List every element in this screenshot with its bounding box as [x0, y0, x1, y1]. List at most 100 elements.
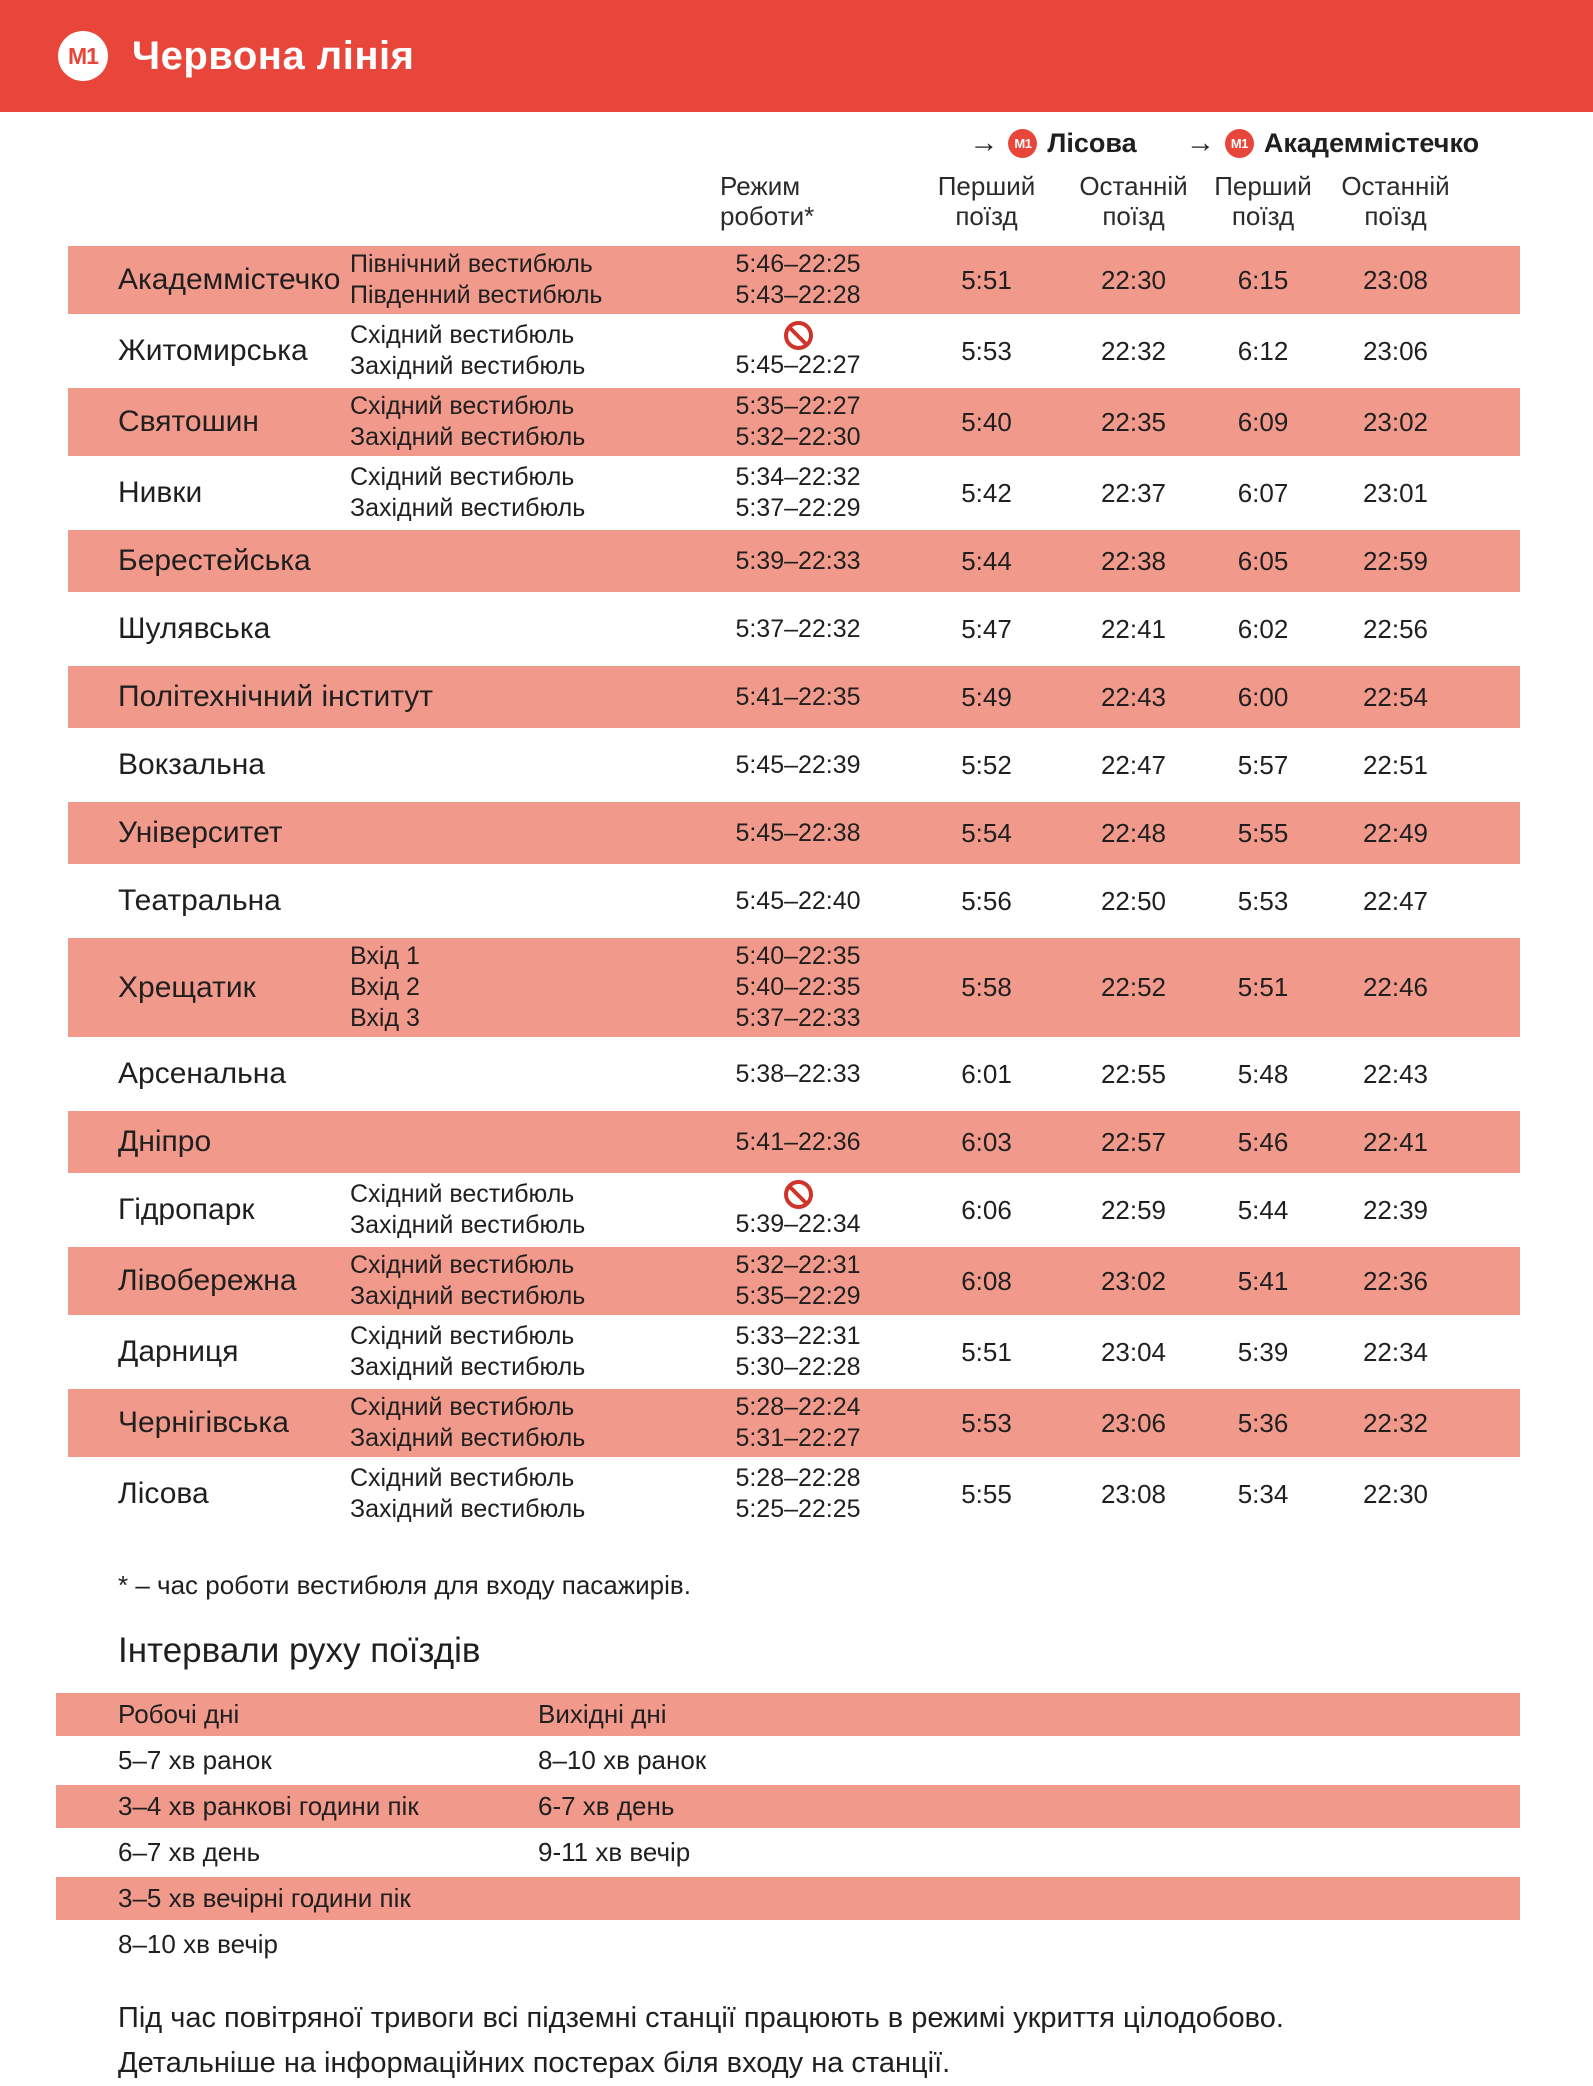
- last-train-to-lisova: 22:48: [1100, 817, 1167, 848]
- last-train-to-lisova: 23:06: [1100, 1407, 1167, 1438]
- station-row: Університет 5:45–22:38 5:54 22:48 5:55 22:49: [68, 799, 1520, 867]
- last-train-to-akademmistechko: 22:39: [1362, 1194, 1429, 1225]
- station-row: Арсенальна 5:38–22:33 6:01 22:55 5:48 22:43: [68, 1040, 1520, 1108]
- first-train-to-akademmistechko: 6:09: [1237, 406, 1289, 437]
- working-hours-list: 5:37–22:32: [690, 611, 906, 648]
- vestibule-hours: 5:25–22:25: [735, 1495, 861, 1523]
- intervals-table: Робочі дні Вихідні дні 5–7 хв ранок 8–10 хв…: [0, 1693, 1593, 1966]
- last-train-to-akademmistechko: 22:41: [1362, 1126, 1429, 1157]
- station-name: Лісова: [118, 1477, 209, 1510]
- vestibule-list: [350, 626, 690, 632]
- interval-weekday: 3–5 хв вечірні години пік: [118, 1883, 411, 1913]
- interval-row: 3–5 хв вечірні години пік: [56, 1877, 1520, 1920]
- first-train-to-lisova: 6:03: [961, 1126, 1012, 1157]
- vestibule-hours: 5:32–22:31: [735, 1251, 861, 1279]
- column-header-first-train: Перший поїзд: [1214, 171, 1312, 231]
- first-train-to-akademmistechko: 5:51: [1237, 972, 1289, 1002]
- first-train-to-lisova: 5:55: [961, 1478, 1012, 1509]
- no-entry-icon: [783, 321, 813, 350]
- last-train-to-lisova: 22:50: [1100, 885, 1167, 916]
- last-train-to-akademmistechko: 22:54: [1362, 681, 1429, 712]
- vestibule-list: [350, 1071, 690, 1077]
- vestibule-label: Східний вестибюль: [350, 1251, 575, 1279]
- vestibule-hours: 5:35–22:29: [735, 1282, 861, 1310]
- vestibule-hours: 5:45–22:40: [735, 886, 861, 915]
- first-train-to-lisova: 5:40: [961, 406, 1012, 437]
- working-hours-list: 5:45–22:39: [690, 747, 906, 784]
- column-header-last-train: Останній поїзд: [1079, 171, 1188, 231]
- station-row: Лісова Східний вестибюль Західний вестибюл…: [68, 1460, 1520, 1528]
- column-header-regime: Режим роботи*: [720, 171, 815, 231]
- vestibule-list: Східний вестибюль Західний вестибюль: [350, 388, 690, 456]
- no-entry-icon: [783, 1180, 813, 1209]
- last-train-to-akademmistechko: 23:02: [1362, 406, 1429, 437]
- vestibule-hours: 5:40–22:35: [735, 973, 861, 1001]
- station-name: Вокзальна: [118, 748, 265, 781]
- last-train-to-akademmistechko: 22:51: [1362, 749, 1429, 780]
- station-row: Вокзальна 5:45–22:39 5:52 22:47 5:57 22:51: [68, 731, 1520, 799]
- vestibule-label: Південний вестибюль: [350, 281, 603, 309]
- vestibule-label: Західний вестибюль: [350, 352, 586, 380]
- station-row: Чернігівська Східний вестибюль Західний ве…: [68, 1386, 1520, 1460]
- first-train-to-lisova: 5:47: [961, 613, 1012, 644]
- vestibule-label: Східний вестибюль: [350, 1393, 575, 1421]
- last-train-to-lisova: 23:02: [1100, 1265, 1167, 1296]
- last-train-to-akademmistechko: 22:59: [1362, 545, 1429, 576]
- first-train-to-lisova: 6:08: [961, 1265, 1012, 1296]
- first-train-to-lisova: 5:53: [961, 1407, 1012, 1438]
- vestibule-list: Східний вестибюль Західний вестибюль: [350, 1247, 690, 1315]
- station-row: Академмістечко Північний вестибюль Південн…: [68, 243, 1520, 317]
- m1-badge-icon: М1: [1008, 129, 1038, 158]
- station-name: Театральна: [118, 884, 281, 917]
- vestibule-label: Західний вестибюль: [350, 1424, 586, 1452]
- vestibule-label: Західний вестибюль: [350, 1282, 586, 1310]
- vestibule-label: Північний вестибюль: [350, 250, 593, 278]
- vestibule-hours: 5:31–22:27: [735, 1424, 861, 1452]
- interval-row: 3–4 хв ранкові години пік 6-7 хв день: [56, 1785, 1520, 1828]
- last-train-to-akademmistechko: 23:01: [1362, 477, 1429, 508]
- last-train-to-akademmistechko: 22:30: [1362, 1478, 1429, 1509]
- first-train-to-akademmistechko: 6:12: [1237, 335, 1289, 366]
- station-name: Житомирська: [118, 334, 308, 367]
- station-name: Лівобережна: [118, 1264, 297, 1297]
- vestibule-list: [350, 830, 690, 836]
- line-header: М1 Червона лінія: [0, 0, 1593, 112]
- station-name: Нивки: [118, 476, 203, 509]
- interval-row: 6–7 хв день 9-11 хв вечір: [56, 1831, 1520, 1874]
- direction-header-akademmistechko: → М1 Академмістечко: [1186, 128, 1479, 159]
- arrow-right-icon: →: [1185, 127, 1215, 159]
- working-hours-list: 5:45–22:40: [690, 883, 906, 920]
- last-train-to-lisova: 22:55: [1100, 1058, 1167, 1089]
- working-hours-list: 5:45–22:38: [690, 815, 906, 852]
- first-train-to-lisova: 5:42: [961, 477, 1012, 508]
- first-train-to-akademmistechko: 5:41: [1237, 1265, 1289, 1296]
- footnote: * – час роботи вестибюля для входу пасаж…: [118, 1570, 691, 1600]
- first-train-to-lisova: 5:44: [961, 545, 1012, 576]
- station-name: Дніпро: [118, 1125, 212, 1158]
- vestibule-label: Вхід 3: [350, 1004, 420, 1032]
- station-row: Хрещатик Вхід 1 Вхід 2 Вхід 3 5:40–22:35 5:40…: [68, 935, 1520, 1040]
- station-row: Театральна 5:45–22:40 5:56 22:50 5:53 22:47: [68, 867, 1520, 935]
- working-hours-list: 5:40–22:35 5:40–22:35 5:37–22:33: [690, 938, 906, 1037]
- table-header: → М1 Лісова → М1 Академмістечко Режим ро…: [68, 112, 1520, 243]
- station-name: Чернігівська: [118, 1406, 289, 1439]
- first-train-to-lisova: 5:49: [961, 681, 1012, 712]
- station-row: Житомирська Східний вестибюль Західний вес…: [68, 317, 1520, 385]
- first-train-to-akademmistechko: 5:55: [1237, 817, 1289, 848]
- station-name: Арсенальна: [118, 1057, 287, 1090]
- vestibule-label: Західний вестибюль: [350, 1353, 586, 1381]
- vestibule-hours: 5:39–22:33: [735, 546, 861, 575]
- station-row: Шулявська 5:37–22:32 5:47 22:41 6:02 22:56: [68, 595, 1520, 663]
- first-train-to-akademmistechko: 6:05: [1237, 545, 1289, 576]
- vestibule-hours: 5:45–22:27: [735, 351, 861, 379]
- station-name: Академмістечко: [118, 263, 341, 296]
- last-train-to-lisova: 22:35: [1100, 406, 1167, 437]
- first-train-to-akademmistechko: 6:00: [1237, 681, 1289, 712]
- interval-weekend: Вихідні дні: [538, 1699, 667, 1729]
- last-train-to-lisova: 22:37: [1100, 477, 1167, 508]
- column-header-first-train: Перший поїзд: [937, 171, 1036, 231]
- vestibule-hours: 5:34–22:32: [735, 463, 861, 491]
- vestibule-hours: 5:35–22:27: [735, 392, 861, 420]
- vestibule-label: Східний вестибюль: [350, 1180, 575, 1208]
- station-name: Дарниця: [118, 1335, 239, 1368]
